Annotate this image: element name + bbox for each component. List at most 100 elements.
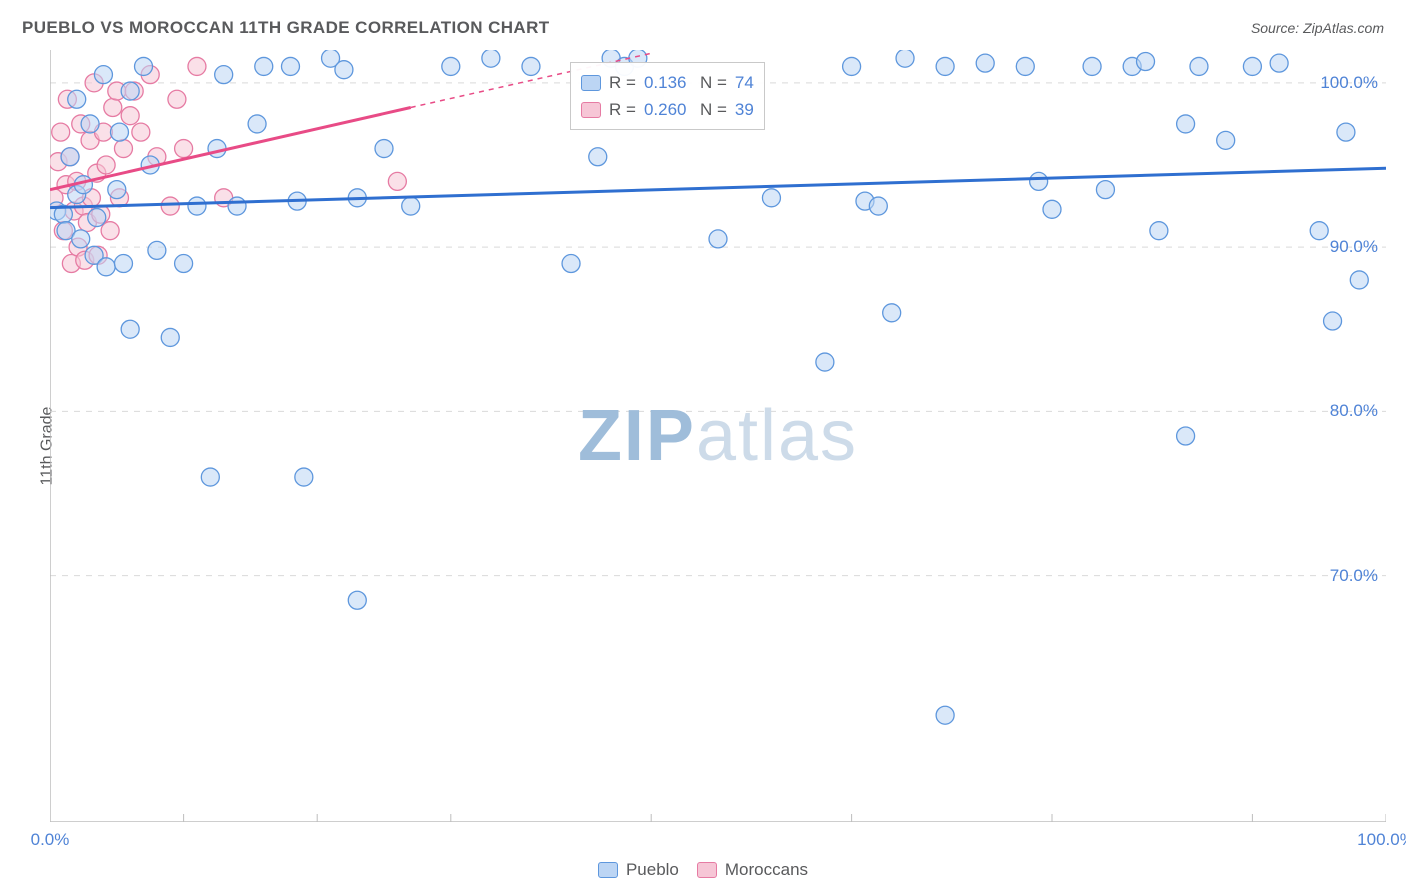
scatter-point <box>97 156 115 174</box>
scatter-point <box>1043 200 1061 218</box>
x-tick-label: 0.0% <box>31 830 70 850</box>
n-label: N = <box>700 96 727 123</box>
scatter-point <box>883 304 901 322</box>
scatter-point <box>869 197 887 215</box>
scatter-point <box>68 90 86 108</box>
scatter-point <box>816 353 834 371</box>
plot-svg <box>50 50 1386 822</box>
r-value: 0.260 <box>644 96 692 123</box>
r-value: 0.136 <box>644 69 692 96</box>
scatter-point <box>114 140 132 158</box>
scatter-point <box>1243 57 1261 75</box>
scatter-point <box>1217 131 1235 149</box>
scatter-point <box>1177 115 1195 133</box>
y-tick-label: 100.0% <box>1320 73 1378 93</box>
scatter-point <box>132 123 150 141</box>
scatter-point <box>61 148 79 166</box>
scatter-point <box>135 57 153 75</box>
scatter-point <box>976 54 994 72</box>
scatter-point <box>228 197 246 215</box>
scatter-point <box>1150 222 1168 240</box>
y-tick-label: 70.0% <box>1330 566 1378 586</box>
scatter-point <box>1030 172 1048 190</box>
scatter-point <box>108 181 126 199</box>
scatter-point <box>1310 222 1328 240</box>
scatter-point <box>148 241 166 259</box>
scatter-point <box>1337 123 1355 141</box>
scatter-point <box>295 468 313 486</box>
scatter-point <box>101 222 119 240</box>
scatter-point <box>709 230 727 248</box>
scatter-point <box>1190 57 1208 75</box>
scatter-point <box>88 209 106 227</box>
scatter-point <box>522 57 540 75</box>
source-label: Source: ZipAtlas.com <box>1251 20 1384 36</box>
scatter-point <box>1270 54 1288 72</box>
scatter-point <box>1177 427 1195 445</box>
scatter-point <box>121 320 139 338</box>
scatter-point <box>97 258 115 276</box>
pueblo-swatch-icon <box>581 75 601 91</box>
scatter-point <box>335 61 353 79</box>
scatter-point <box>348 591 366 609</box>
scatter-point <box>168 90 186 108</box>
scatter-point <box>94 66 112 84</box>
scatter-point <box>843 57 861 75</box>
n-label: N = <box>700 69 727 96</box>
scatter-point <box>188 57 206 75</box>
scatter-point <box>161 328 179 346</box>
scatter-point <box>208 140 226 158</box>
scatter-point <box>1016 57 1034 75</box>
chart-title: PUEBLO VS MOROCCAN 11TH GRADE CORRELATIO… <box>22 18 550 38</box>
trend-line-pueblo <box>50 168 1386 207</box>
scatter-point <box>104 98 122 116</box>
scatter-point <box>762 189 780 207</box>
scatter-point <box>1096 181 1114 199</box>
stats-row-pueblo: R = 0.136 N = 74 <box>581 69 754 96</box>
scatter-point <box>589 148 607 166</box>
scatter-point <box>388 172 406 190</box>
bottom-legend: Pueblo Moroccans <box>0 860 1406 880</box>
scatter-point <box>375 140 393 158</box>
legend-label: Moroccans <box>725 860 808 880</box>
scatter-point <box>936 57 954 75</box>
moroccan-swatch-icon <box>697 862 717 878</box>
scatter-point <box>215 66 233 84</box>
y-tick-label: 80.0% <box>1330 401 1378 421</box>
scatter-point <box>175 140 193 158</box>
scatter-point <box>255 57 273 75</box>
scatter-point <box>281 57 299 75</box>
r-label: R = <box>609 69 636 96</box>
scatter-point <box>1350 271 1368 289</box>
scatter-point <box>114 255 132 273</box>
moroccan-swatch-icon <box>581 102 601 118</box>
y-tick-label: 90.0% <box>1330 237 1378 257</box>
scatter-point <box>121 82 139 100</box>
scatter-point <box>402 197 420 215</box>
scatter-point <box>1324 312 1342 330</box>
scatter-point <box>1137 52 1155 70</box>
scatter-point <box>110 123 128 141</box>
pueblo-swatch-icon <box>598 862 618 878</box>
stats-legend-box: R = 0.136 N = 74 R = 0.260 N = 39 <box>570 62 765 130</box>
scatter-point <box>201 468 219 486</box>
stats-row-moroccan: R = 0.260 N = 39 <box>581 96 754 123</box>
scatter-point <box>936 706 954 724</box>
scatter-point <box>248 115 266 133</box>
x-tick-label: 100.0% <box>1357 830 1406 850</box>
scatter-point <box>175 255 193 273</box>
scatter-point <box>52 123 70 141</box>
r-label: R = <box>609 96 636 123</box>
scatter-point <box>121 107 139 125</box>
scatter-point <box>896 50 914 67</box>
scatter-point <box>1083 57 1101 75</box>
n-value: 39 <box>735 96 754 123</box>
scatter-point <box>81 115 99 133</box>
scatter-point <box>442 57 460 75</box>
scatter-point <box>161 197 179 215</box>
legend-item-pueblo: Pueblo <box>598 860 679 880</box>
scatter-plot: ZIPatlas R = 0.136 N = 74 R = 0.260 N = … <box>50 50 1386 822</box>
scatter-point <box>562 255 580 273</box>
trend-line-moroccan <box>50 107 411 189</box>
scatter-point <box>72 230 90 248</box>
